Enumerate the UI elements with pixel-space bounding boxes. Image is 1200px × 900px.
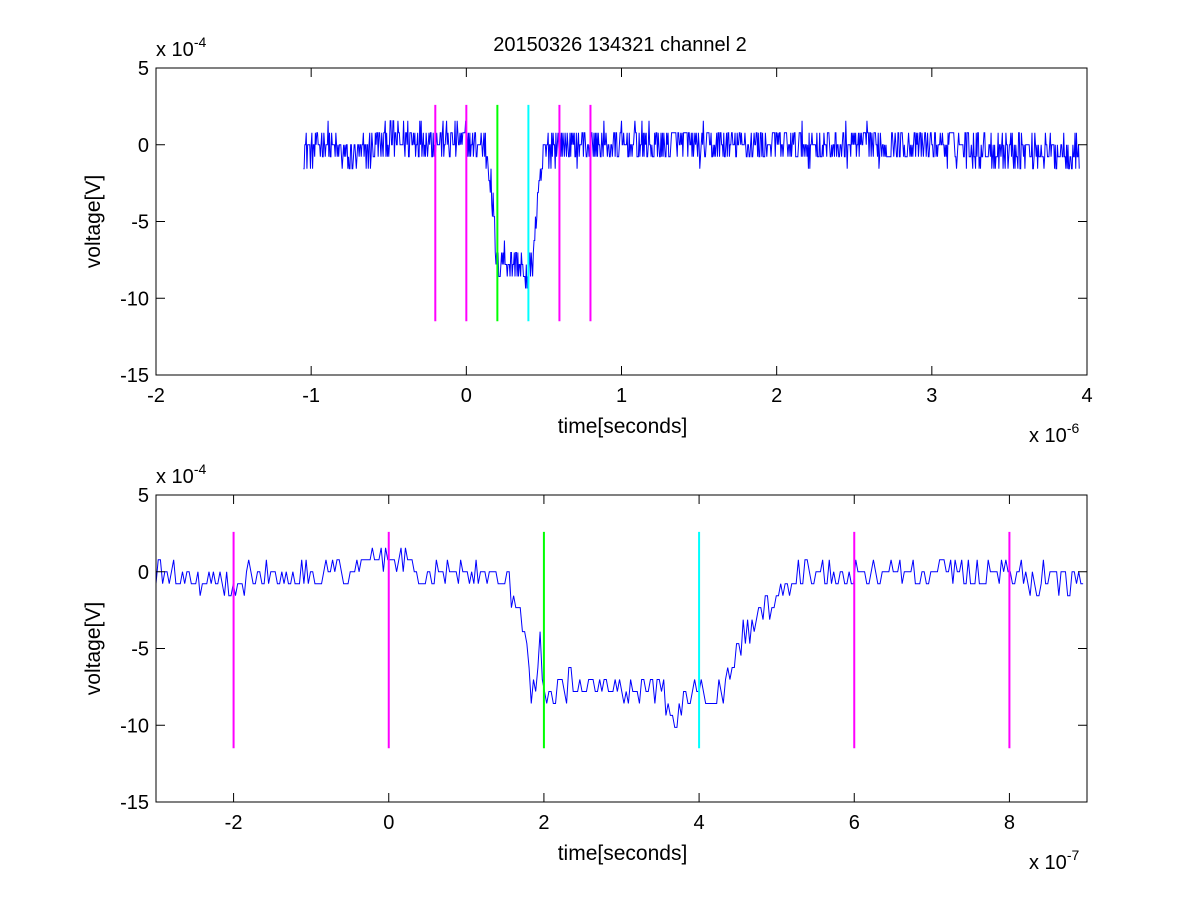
bottom-plot-x-tick-label: 4 <box>694 812 705 834</box>
top-plot-tick-group: -2 -1 0 1 2 3 4-15-10-505 <box>120 58 1092 407</box>
top-plot-y-axis-label: voltage[V] <box>82 175 105 268</box>
bottom-plot-x-multiplier-exponent: -7 <box>1067 847 1080 863</box>
bottom-plot-y-multiplier-exponent: -4 <box>194 461 207 477</box>
top-plot-y-tick-label: 0 <box>138 135 149 157</box>
bottom-plot-tick-group: -2 0 2 4 6 8 -15 -10 -5 0 5 <box>120 485 1087 834</box>
bottom-plot-marker-group <box>232 531 1011 749</box>
bottom-plot-trace-line <box>155 547 1084 728</box>
top-plot-x-tick-label: -1 <box>302 385 320 407</box>
bottom-plot-x-tick-label: 6 <box>849 812 860 834</box>
bottom-plot: -2 0 2 4 6 8 -15 -10 -5 0 5 time[seconds] voltage[… <box>82 461 1088 874</box>
top-plot-y-tick-label: -15 <box>120 365 149 387</box>
bottom-plot-x-tick-label: 0 <box>383 812 394 834</box>
top-plot-x-tick-label: -2 <box>147 385 165 407</box>
bottom-plot-x-tick-label: -2 <box>225 812 243 834</box>
bottom-plot-trace-group <box>155 547 1084 728</box>
bottom-plot-y-tick-label: -10 <box>120 715 149 737</box>
top-plot-y-tick-label: -10 <box>120 288 149 310</box>
top-plot-x-axis-label: time[seconds] <box>558 415 688 438</box>
top-plot-x-tick-label: 1 <box>616 385 627 407</box>
top-plot-y-multiplier: x 10-4 <box>156 34 206 61</box>
top-plot-x-tick-label: 2 <box>771 385 782 407</box>
bottom-plot-x-axis-label: time[seconds] <box>558 842 688 865</box>
figure-title: 20150326 134321 channel 2 <box>493 34 747 56</box>
bottom-plot-y-multiplier: x 10-4 <box>156 461 206 488</box>
bottom-plot-y-multiplier-base: x 10 <box>156 466 194 488</box>
top-plot-x-multiplier-base: x 10 <box>1029 425 1067 447</box>
top-plot-y-multiplier-base: x 10 <box>156 39 194 61</box>
top-plot-x-multiplier: x 10-6 <box>1029 420 1079 447</box>
top-plot-y-tick-label: -5 <box>131 212 149 234</box>
top-plot-trace-group <box>303 120 1080 289</box>
top-plot-x-multiplier-exponent: -6 <box>1067 420 1080 436</box>
top-plot-y-multiplier-exponent: -4 <box>194 34 207 50</box>
top-plot-marker-group <box>434 104 592 322</box>
bottom-plot-y-tick-label: -5 <box>131 639 149 661</box>
bottom-plot-y-tick-label: 5 <box>138 485 149 507</box>
top-plot: -2 -1 0 1 2 3 4-15-10-505 time[seconds] voltag… <box>82 34 1093 447</box>
bottom-plot-x-tick-label: 2 <box>538 812 549 834</box>
top-plot-x-tick-label: 4 <box>1081 385 1092 407</box>
bottom-plot-y-axis-label: voltage[V] <box>82 602 105 695</box>
top-plot-x-tick-label: 3 <box>926 385 937 407</box>
top-plot-trace-line <box>303 120 1080 289</box>
bottom-plot-y-tick-label: 0 <box>138 562 149 584</box>
bottom-plot-x-tick-label: 8 <box>1004 812 1015 834</box>
bottom-plot-x-multiplier: x 10-7 <box>1029 847 1079 874</box>
top-plot-x-tick-label: 0 <box>461 385 472 407</box>
top-plot-y-tick-label: 5 <box>138 58 149 80</box>
bottom-plot-x-multiplier-base: x 10 <box>1029 852 1067 874</box>
bottom-plot-y-tick-label: -15 <box>120 792 149 814</box>
